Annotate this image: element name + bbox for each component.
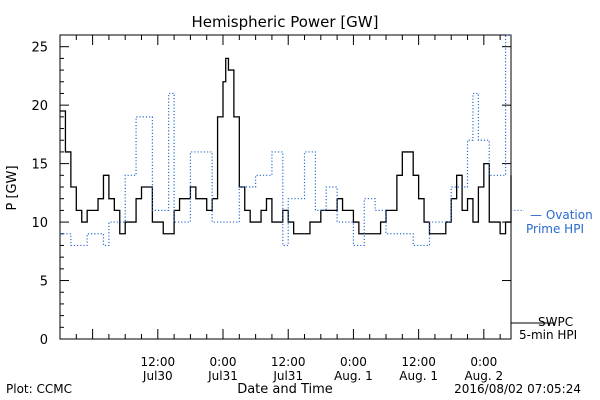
y-tick-label: 15 — [31, 158, 48, 173]
y-tick-label: 25 — [31, 41, 48, 56]
footer-timestamp: 2016/08/02 07:05:24 — [454, 382, 581, 396]
x-tick-time-label: 0:00 — [340, 355, 367, 369]
x-tick-date-label: Jul31 — [207, 369, 238, 383]
y-axis: 0 5 10 15 20 25 — [31, 34, 511, 348]
x-tick-date-label: Aug. 1 — [334, 369, 373, 383]
plot-frame — [59, 34, 512, 340]
x-tick-date-label: Jul30 — [142, 369, 173, 383]
legend-ovation-label-1: — Ovation — [530, 208, 593, 222]
x-tick-date-label: Aug. 2 — [464, 369, 503, 383]
x-tick-time-label: 12:00 — [271, 355, 306, 369]
legend-swpc-label-2: 5-min HPI — [519, 328, 577, 342]
x-tick-date-label: Aug. 1 — [399, 369, 438, 383]
x-tick-time-label: 12:00 — [401, 355, 436, 369]
y-axis-label: P [GW] — [5, 165, 20, 210]
series-layer — [60, 34, 512, 247]
x-tick-time-label: 12:00 — [141, 355, 176, 369]
x-tick-time-label: 0:00 — [210, 355, 237, 369]
legend-swpc-label-1: SWPC — [538, 315, 573, 329]
y-tick-label: 5 — [40, 275, 48, 290]
footer-plot-source: Plot: CCMC — [6, 382, 72, 396]
legend-ovation-label-2: Prime HPI — [526, 222, 584, 236]
x-tick-date-label: Jul31 — [272, 369, 303, 383]
y-tick-label: 20 — [31, 99, 48, 114]
y-tick-label: 0 — [40, 333, 48, 348]
x-axis-label: Date and Time — [237, 382, 333, 397]
series-line-swpc — [60, 57, 512, 235]
series-line-ovation-prime — [60, 34, 511, 247]
chart-title: Hemispheric Power [GW] — [192, 13, 379, 31]
x-tick-time-label: 0:00 — [470, 355, 497, 369]
y-tick-label: 10 — [31, 216, 48, 231]
